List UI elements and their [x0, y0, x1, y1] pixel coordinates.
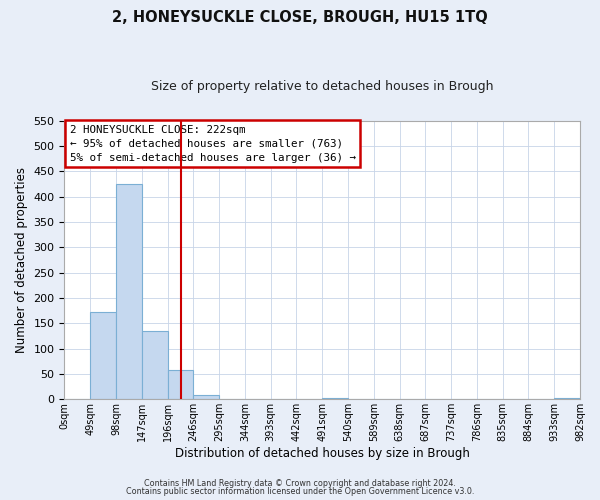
Y-axis label: Number of detached properties: Number of detached properties	[15, 167, 28, 353]
Bar	[554, 398, 580, 400]
Title: Size of property relative to detached houses in Brough: Size of property relative to detached ho…	[151, 80, 493, 93]
Bar	[193, 395, 219, 400]
Bar	[142, 331, 167, 400]
Bar	[167, 370, 193, 400]
Text: 2 HONEYSUCKLE CLOSE: 222sqm
← 95% of detached houses are smaller (763)
5% of sem: 2 HONEYSUCKLE CLOSE: 222sqm ← 95% of det…	[70, 124, 356, 162]
Bar	[322, 398, 348, 400]
X-axis label: Distribution of detached houses by size in Brough: Distribution of detached houses by size …	[175, 447, 470, 460]
Text: Contains HM Land Registry data © Crown copyright and database right 2024.: Contains HM Land Registry data © Crown c…	[144, 478, 456, 488]
Text: Contains public sector information licensed under the Open Government Licence v3: Contains public sector information licen…	[126, 487, 474, 496]
Bar	[116, 184, 142, 400]
Text: 2, HONEYSUCKLE CLOSE, BROUGH, HU15 1TQ: 2, HONEYSUCKLE CLOSE, BROUGH, HU15 1TQ	[112, 10, 488, 25]
Bar	[90, 312, 116, 400]
